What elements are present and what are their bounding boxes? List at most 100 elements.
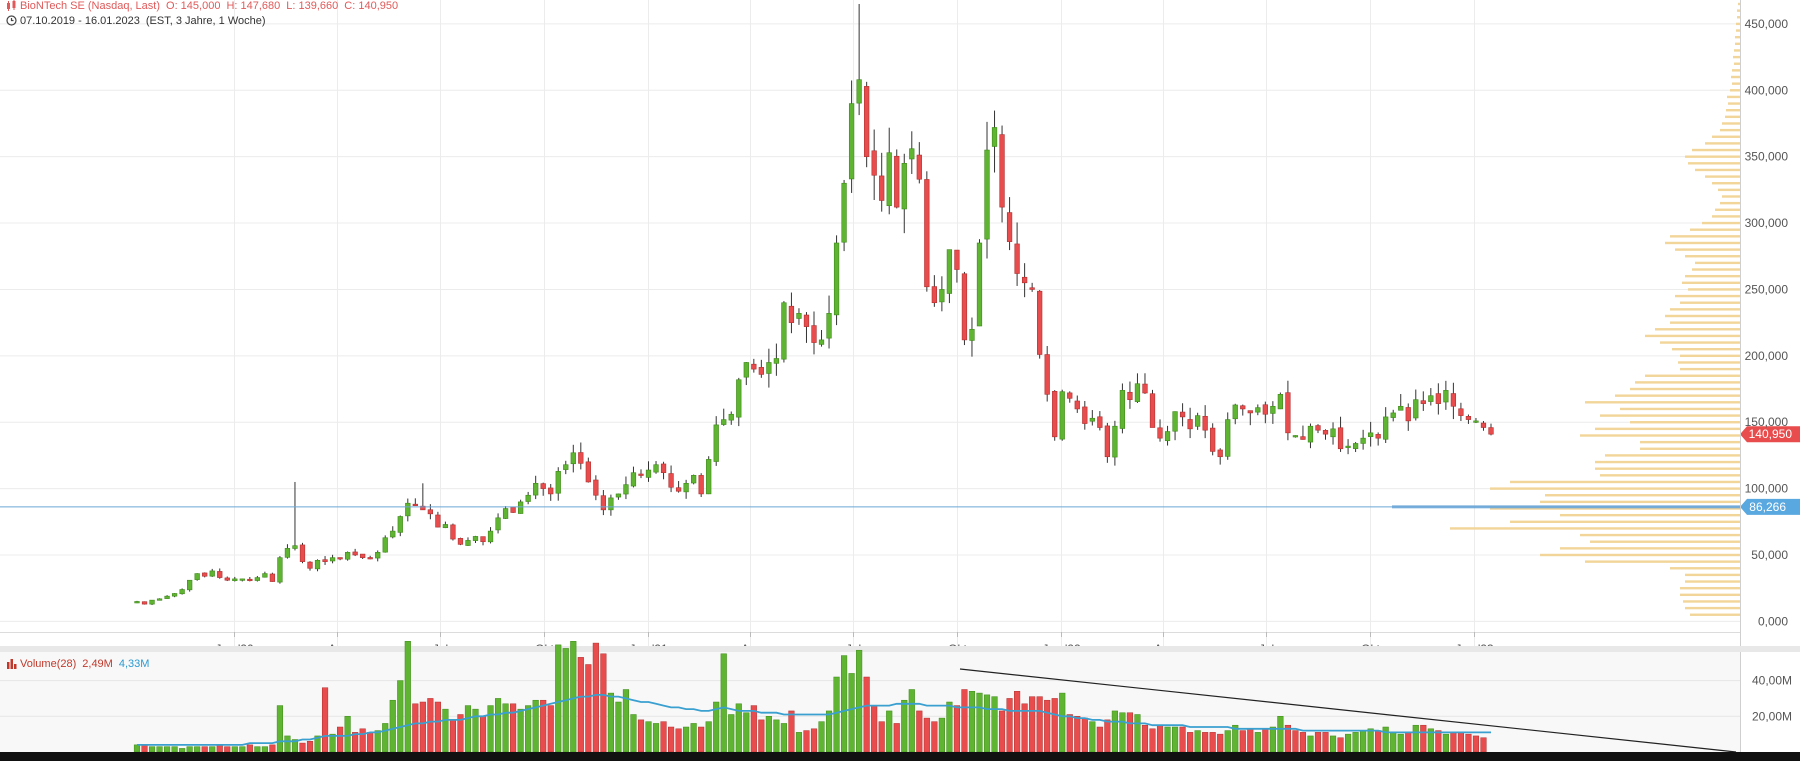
candle-up (194, 573, 200, 580)
profile-bar (1685, 155, 1740, 158)
range-info: (EST, 3 Jahre, 1 Woche) (145, 15, 266, 27)
candle-up (781, 302, 787, 360)
candle-up (984, 149, 990, 240)
instrument-header: BioNTech SE (Nasdaq, Last) O: 145,000 H: 1… (6, 0, 404, 12)
candle-down (1375, 434, 1381, 439)
profile-bar (1678, 361, 1740, 364)
volume-bar-up (946, 701, 953, 753)
volume-bar-down (1209, 732, 1216, 753)
volume-bar-up (615, 701, 622, 753)
candle-up (1195, 415, 1201, 427)
volume-bar-down (1074, 716, 1081, 753)
volume-bar-down (998, 710, 1006, 753)
volume-bar-up (389, 699, 396, 753)
volume-bar-down (1239, 730, 1246, 753)
volume-bar-up (1134, 714, 1141, 753)
volume-bar-up (570, 641, 577, 753)
volume-bar-down (337, 726, 344, 753)
volume-bar-up (1277, 716, 1284, 753)
candle-up (262, 573, 268, 578)
volume-bar-down (675, 728, 682, 753)
volume-bar-down (577, 657, 584, 753)
candle-down (1315, 425, 1321, 431)
candle-down (510, 506, 516, 513)
profile-bar (1665, 241, 1740, 245)
candle-up (1360, 437, 1366, 444)
candle-up (487, 530, 494, 543)
candle-down (864, 86, 870, 157)
volume-bar-down (1375, 730, 1382, 753)
profile-bar (1695, 261, 1740, 265)
volume-bar-down (1450, 732, 1457, 753)
volume-bar-down (1480, 737, 1487, 753)
profile-bar (1585, 560, 1740, 563)
volume-bar-down (224, 746, 231, 753)
price-tick-label: 450,000 (1745, 17, 1789, 31)
volume-bar-down (321, 687, 329, 753)
volume-bar-down (141, 744, 148, 753)
volume-bar-down (1299, 732, 1307, 753)
candle-up (570, 452, 576, 465)
volume-bar-down (660, 721, 667, 753)
horizontal-line[interactable]: 86,266 140,950 (0, 426, 1800, 515)
candle-down (1435, 393, 1441, 404)
volume-bar-up (652, 723, 660, 753)
volume-bar-up (382, 723, 389, 753)
volume-bar-down (1465, 733, 1472, 753)
candle-up (472, 536, 479, 541)
volume-bar-up (728, 714, 735, 753)
candle-up (1172, 411, 1178, 432)
volume-bar-up (487, 705, 494, 753)
candle-up (615, 493, 622, 498)
volume-bar-down (1029, 696, 1036, 753)
candle-down (360, 553, 366, 558)
profile-bar (1727, 95, 1740, 99)
volume-bar-down (810, 728, 818, 753)
volume-bar-down (1292, 730, 1299, 753)
candle-down (698, 475, 704, 495)
volume-bar-down (637, 719, 645, 753)
candle-up (555, 471, 561, 494)
volume-value: 2,49M (82, 658, 113, 670)
candle-down (1458, 408, 1464, 416)
candle-up (848, 103, 855, 180)
profile-bar (1732, 82, 1740, 85)
volume-bar-down (1014, 691, 1021, 753)
candle-up (886, 152, 892, 207)
candlestick-icon (7, 0, 16, 11)
candle-down (247, 578, 253, 582)
volume-bar-down (923, 717, 930, 753)
panel-separator (0, 646, 1800, 652)
candle-down (1044, 354, 1050, 395)
volume-bar-down (269, 744, 276, 753)
candle-down (1014, 243, 1020, 274)
profile-bar (1731, 75, 1740, 79)
high-value: H: 147,680 (226, 0, 281, 12)
profile-bar (1734, 49, 1740, 52)
candle-down (1420, 400, 1426, 404)
profile-bar (1680, 367, 1740, 371)
profile-bar (1702, 221, 1740, 225)
candle-up (736, 379, 742, 418)
profile-bar (1725, 115, 1740, 119)
profile-bar (1670, 308, 1740, 311)
candle-up (1277, 394, 1284, 410)
volume-bar-down (698, 726, 705, 753)
candle-up (1059, 391, 1065, 440)
volume-bar-down (449, 719, 457, 753)
candle-down (1067, 392, 1073, 399)
volume-bar-down (758, 719, 765, 753)
candle-up (706, 459, 712, 495)
candle-up (397, 516, 403, 533)
volume-bar-up (991, 696, 998, 753)
candle-down (1202, 415, 1208, 431)
volume-bar-down (585, 664, 592, 753)
candle-up (1390, 412, 1396, 418)
profile-bar (1670, 321, 1740, 324)
candle-down (1240, 405, 1246, 410)
volume-bar-down (246, 744, 253, 753)
candle-down (1488, 427, 1494, 435)
profile-bar (1605, 454, 1740, 457)
volume-bar-up (1164, 726, 1171, 753)
